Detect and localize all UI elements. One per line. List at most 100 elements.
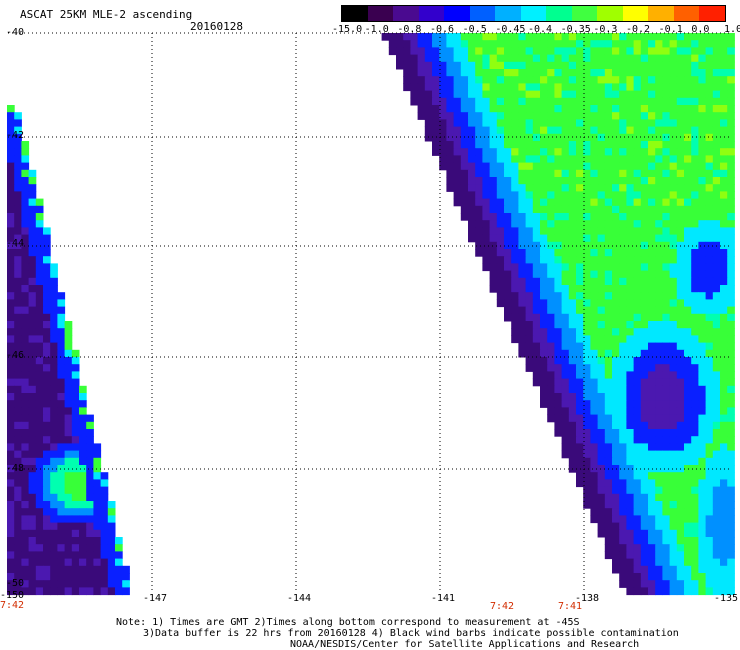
wind-cell [727,313,735,322]
wind-cell [626,220,635,228]
wind-cell [460,141,469,149]
wind-cell [619,580,627,588]
wind-cell [64,529,73,538]
wind-cell [28,335,37,344]
wind-cell [727,40,735,48]
wind-cell [705,450,714,459]
wind-cell [439,112,447,120]
wind-cell [518,112,527,120]
wind-cell [626,501,635,509]
wind-cell [489,177,498,185]
wind-cell [28,213,37,221]
wind-cell [107,529,116,538]
wind-cell [720,573,728,581]
wind-cell [727,306,735,315]
wind-cell [712,551,721,560]
wind-cell [597,349,606,358]
wind-cell [590,112,599,120]
wind-cell [604,436,613,444]
wind-cell [35,256,44,264]
wind-cell [626,421,635,430]
wind-cell [561,357,570,365]
wind-cell [640,357,649,365]
wind-cell [698,529,707,538]
wind-cell [676,443,685,452]
wind-cell [468,69,476,77]
wind-cell [28,205,37,214]
wind-cell [468,126,476,135]
wind-cell [35,515,44,524]
wind-cell [511,40,519,48]
wind-cell [50,457,58,466]
wind-cell [35,573,44,581]
wind-cell [21,393,30,401]
wind-cell [676,328,685,336]
wind-cell [460,119,469,128]
wind-cell [554,133,563,142]
wind-cell [21,385,30,394]
wind-cell [532,133,541,142]
wind-cell [496,76,505,84]
wind-cell [676,529,685,538]
wind-cell [720,54,728,63]
wind-cell [7,234,15,243]
wind-cell [532,119,541,128]
wind-cell [7,169,15,178]
wind-cell [28,551,37,560]
wind-cell [7,205,15,214]
wind-cell [655,83,663,92]
wind-cell [100,551,109,560]
wind-cell [619,40,627,48]
wind-cell [590,97,599,106]
wind-cell [612,162,620,171]
wind-cell [619,443,627,452]
wind-cell [496,249,505,257]
wind-cell [684,378,692,387]
wind-cell [14,537,22,545]
wind-cell [655,429,663,437]
wind-cell [640,457,649,466]
wind-cell [496,169,505,178]
wind-cell [7,105,15,113]
wind-cell [14,213,22,221]
wind-cell [633,357,642,365]
wind-cell [604,83,613,92]
wind-cell [21,436,30,444]
wind-cell [14,249,22,257]
wind-cell [504,299,512,308]
wind-cell [619,270,627,279]
wind-cell [662,112,671,120]
wind-cell [662,47,671,56]
wind-cell [453,61,462,70]
wind-cell [712,177,721,185]
wind-cell [655,457,663,466]
wind-cell [504,126,512,135]
wind-cell [648,429,656,437]
wind-cell [597,364,606,372]
wind-cell [662,414,671,423]
wind-cell [403,69,411,77]
wind-cell [14,234,22,243]
wind-cell [100,472,109,480]
wind-cell [532,364,541,372]
wind-cell [28,457,37,466]
wind-cell [568,299,577,308]
wind-cell [612,256,620,264]
wind-cell [511,169,519,178]
wind-cell [71,364,80,372]
wind-cell [698,40,707,48]
wind-cell [540,285,548,293]
wind-cell [7,126,15,135]
wind-cell [712,169,721,178]
wind-cell [496,227,505,236]
wind-cell [612,501,620,509]
wind-cell [648,76,656,84]
wind-cell [633,436,642,444]
wind-cell [547,184,555,192]
wind-cell [482,191,491,200]
wind-cell [14,450,22,459]
wind-cell [489,205,498,214]
wind-cell [597,33,606,41]
wind-cell [403,54,411,63]
wind-cell [14,544,22,552]
